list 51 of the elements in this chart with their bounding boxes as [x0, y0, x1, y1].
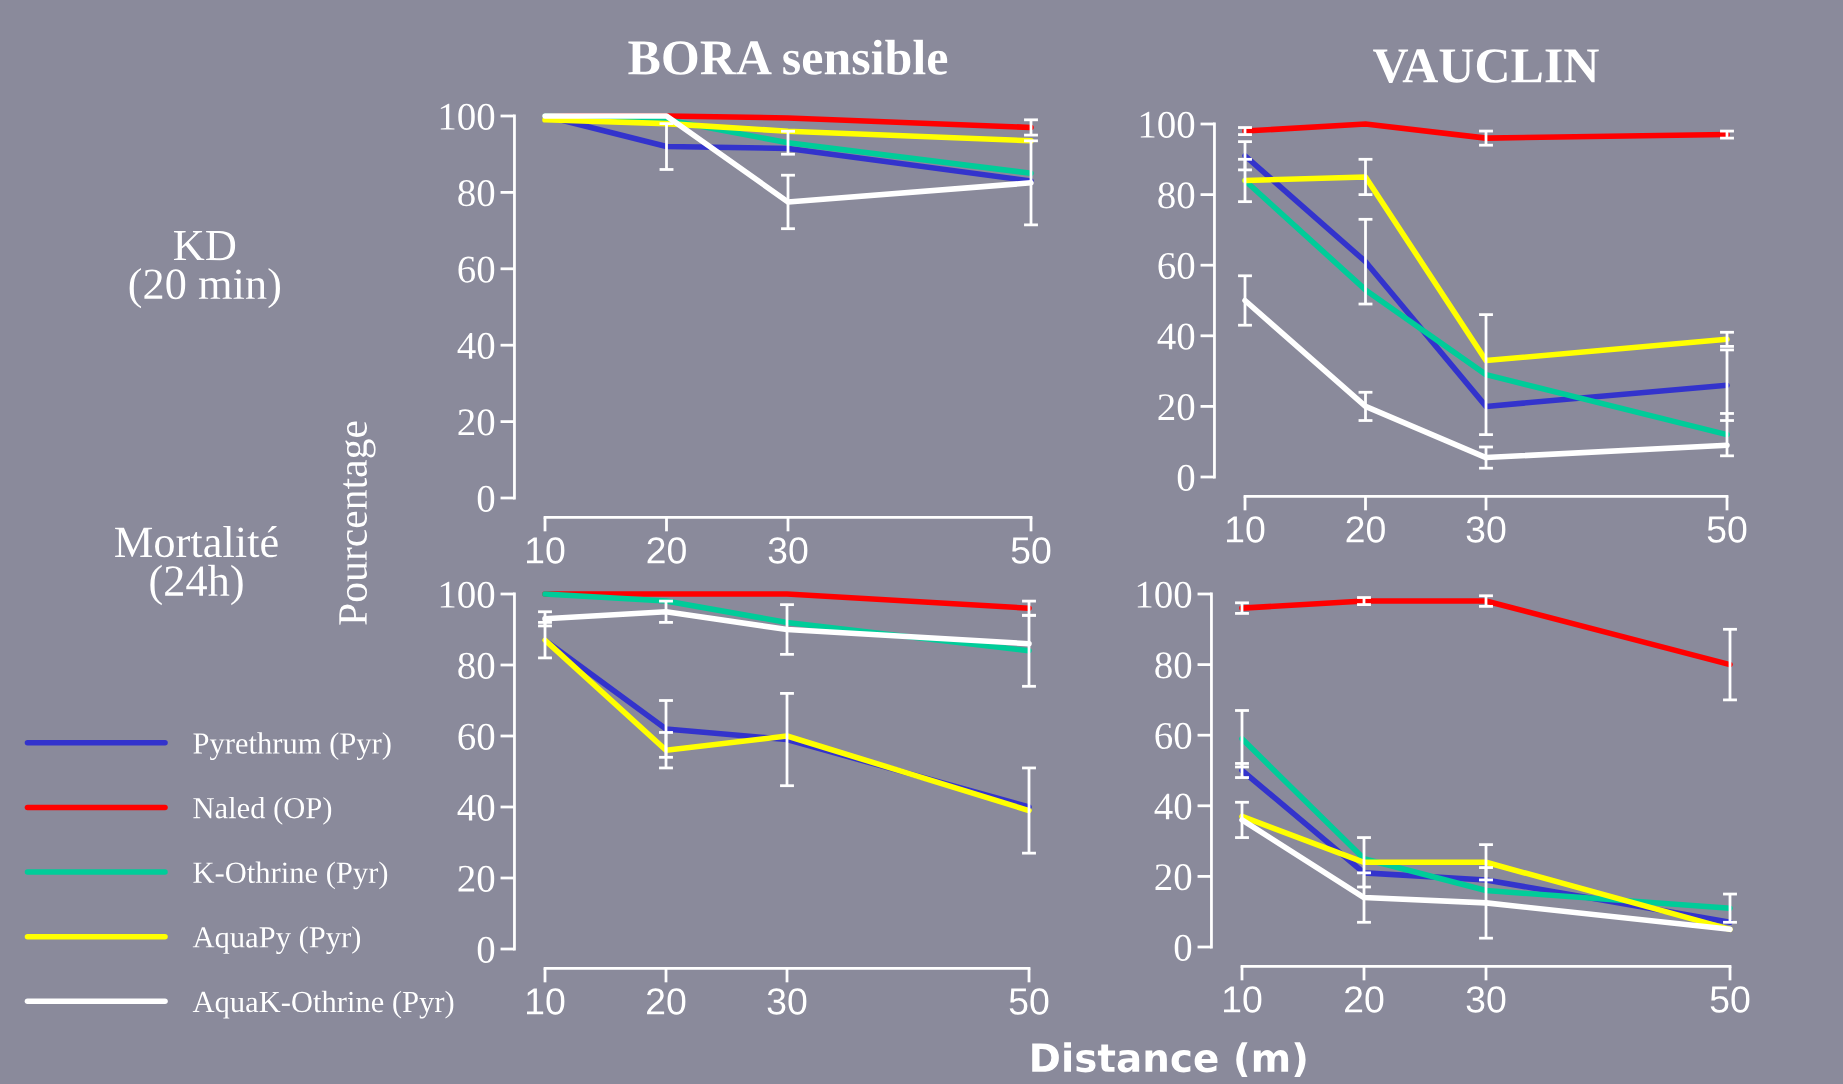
- y-tick-label: 60: [458, 256, 495, 283]
- y-tick-label: 20: [458, 865, 495, 892]
- y-tick-label: 0: [477, 936, 495, 963]
- x-tick-label: 30: [1466, 516, 1506, 543]
- y-tick-label: 40: [457, 794, 495, 821]
- y-tick-label: 100: [440, 103, 495, 130]
- y-tick-label: 40: [1154, 793, 1192, 820]
- y-tick-label: 40: [1157, 323, 1195, 350]
- y-tick-label: 0: [1177, 464, 1195, 491]
- x-tick-label: 10: [1224, 986, 1262, 1013]
- x-axis-title: Distance (m): [1032, 1042, 1306, 1077]
- y-tick-label: 100: [440, 581, 495, 608]
- y-tick-label: 0: [1174, 934, 1192, 961]
- x-tick-label: 20: [647, 988, 686, 1015]
- x-tick-label: 30: [768, 537, 808, 564]
- x-tick-label: 30: [1466, 986, 1506, 1013]
- legend-label: Pyrethrum (Pyr): [193, 732, 391, 761]
- x-tick-label: 10: [1227, 516, 1265, 543]
- x-tick-label: 50: [1011, 537, 1051, 564]
- y-axis-title: Pourcentage: [339, 421, 376, 625]
- y-tick-label: 60: [1155, 722, 1192, 750]
- x-tick-label: 50: [1707, 516, 1747, 543]
- y-tick-label: 80: [1155, 652, 1192, 679]
- x-tick-label: 10: [527, 537, 565, 564]
- y-tick-label: 60: [1158, 252, 1195, 280]
- x-tick-label: 20: [647, 537, 686, 564]
- chart-title: BORA sensible: [628, 39, 948, 75]
- y-tick-label: 100: [1137, 581, 1192, 608]
- x-tick-label: 50: [1009, 988, 1049, 1015]
- text: Mortalité (24h): [115, 526, 278, 606]
- x-tick-label: 50: [1710, 986, 1750, 1013]
- x-tick-label: 10: [527, 988, 565, 1015]
- y-tick-label: 0: [477, 485, 495, 512]
- y-tick-label: 80: [1158, 182, 1195, 209]
- legend-label: AquaK-Othrine (Pyr): [192, 990, 454, 1019]
- text: KD (20 min): [129, 231, 280, 309]
- y-tick-label: 60: [458, 723, 495, 750]
- legend-label: AquaPy (Pyr): [192, 926, 361, 954]
- legend-label: Naled (OP): [193, 796, 332, 825]
- y-tick-label: 20: [458, 409, 495, 436]
- y-tick-label: 20: [1155, 864, 1192, 891]
- x-tick-label: 30: [767, 988, 807, 1015]
- y-tick-label: 20: [1158, 394, 1195, 421]
- x-tick-label: 20: [1345, 986, 1384, 1013]
- y-tick-label: 80: [458, 180, 495, 207]
- y-tick-label: 40: [457, 332, 495, 360]
- y-tick-label: 80: [458, 652, 495, 679]
- legend-label: K-Othrine (Pyr): [193, 861, 388, 890]
- y-tick-label: 100: [1140, 111, 1195, 138]
- chart-title: VAUCLIN: [1373, 49, 1599, 84]
- x-tick-label: 20: [1346, 516, 1385, 543]
